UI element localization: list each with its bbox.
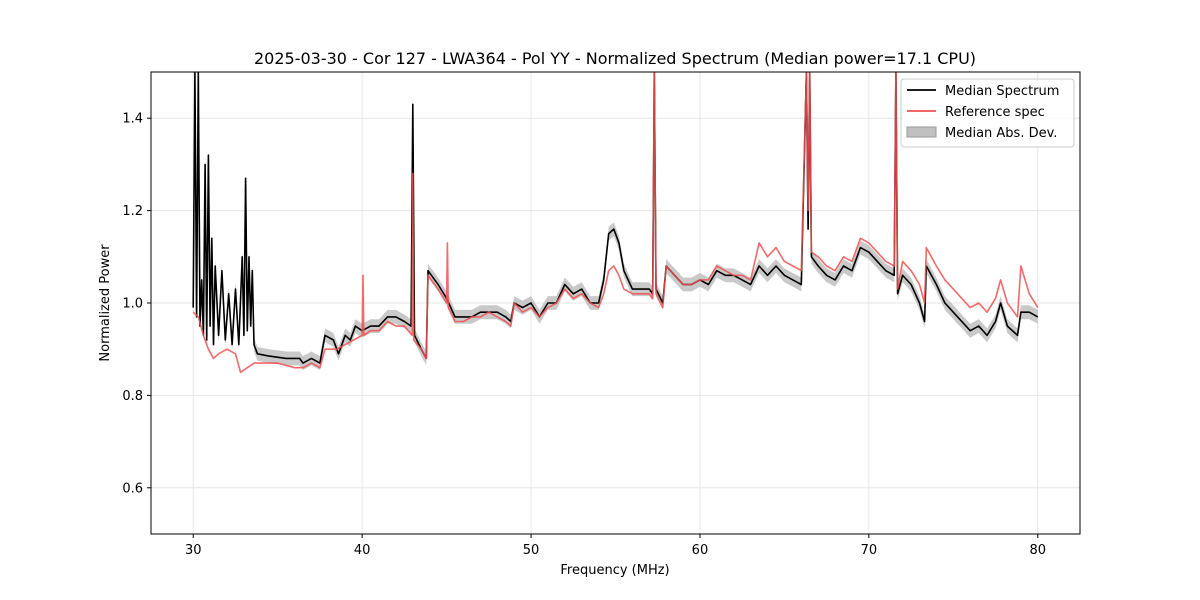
y-tick-label: 0.6 (122, 481, 143, 496)
legend-label-reference: Reference spec (945, 105, 1045, 120)
x-tick-label: 70 (861, 543, 878, 558)
x-tick-label: 60 (692, 543, 709, 558)
legend-swatch-mad (906, 126, 937, 138)
y-axis-label: Normalized Power (98, 244, 113, 362)
legend-label-median: Median Spectrum (945, 84, 1059, 99)
x-axis-label: Frequency (MHz) (560, 563, 669, 578)
y-tick-label: 0.8 (122, 389, 143, 404)
y-tick-label: 1.4 (122, 112, 143, 127)
y-axis: 0.6 0.8 1.0 1.2 1.4 (122, 112, 151, 496)
legend: Median Spectrum Reference spec Median Ab… (900, 78, 1075, 148)
x-tick-label: 80 (1029, 543, 1046, 558)
x-axis: 30 40 50 60 70 80 (185, 534, 1046, 558)
chart-title: 2025-03-30 - Cor 127 - LWA364 - Pol YY -… (254, 49, 976, 68)
y-tick-label: 1.2 (122, 204, 143, 219)
y-tick-label: 1.0 (122, 297, 143, 312)
x-tick-label: 50 (523, 543, 540, 558)
legend-label-mad: Median Abs. Dev. (945, 126, 1057, 141)
x-tick-label: 30 (185, 543, 202, 558)
reference-spec-line (192, 72, 1039, 374)
x-tick-label: 40 (354, 543, 371, 558)
legend-box (900, 78, 1075, 148)
